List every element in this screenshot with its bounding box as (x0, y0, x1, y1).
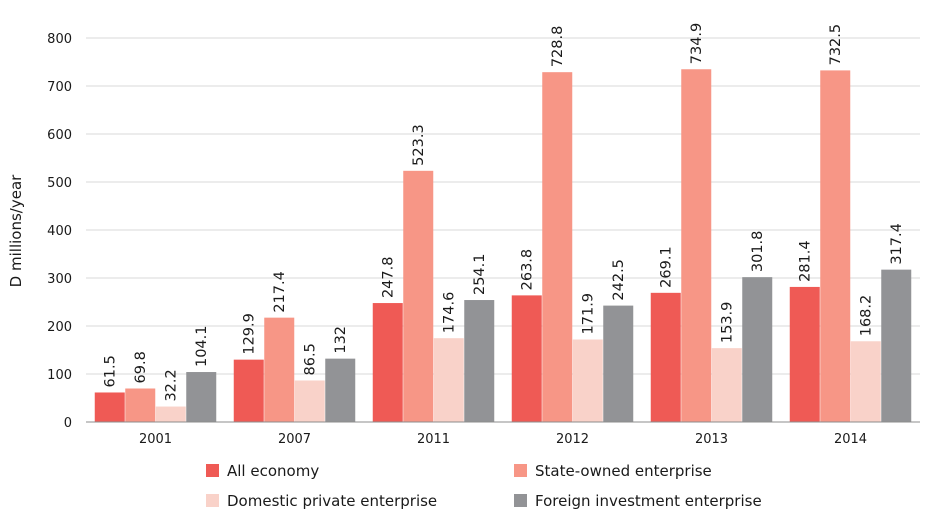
x-tick-label: 2014 (834, 432, 867, 447)
bar (850, 341, 881, 422)
legend-swatch (514, 494, 527, 507)
data-labels: 61.5 69.8 32.2 104.1 129.9 217.4 86.5 132 247.8 5… (103, 23, 906, 402)
bar (820, 70, 851, 423)
legend-label: All economy (227, 462, 319, 480)
data-label: 69.8 (133, 351, 149, 383)
data-label: 247.8 (381, 257, 397, 299)
x-tick-label: 2013 (695, 432, 728, 447)
bar (403, 170, 434, 422)
legend-item: Domestic private enterprise (206, 492, 437, 510)
y-axis-ticks: 0 100 200 300 400 500 600 700 800 (47, 32, 72, 431)
data-label: 269.1 (659, 246, 675, 288)
x-tick-label: 2001 (139, 432, 172, 447)
data-label: 728.8 (550, 26, 566, 68)
bar (325, 358, 356, 422)
y-tick-label: 300 (47, 272, 72, 287)
data-label: 263.8 (520, 249, 536, 291)
data-label: 104.1 (194, 326, 210, 368)
bar (464, 300, 495, 422)
x-tick-label: 2012 (556, 432, 589, 447)
data-label: 32.2 (164, 369, 180, 401)
x-tick-label: 2011 (417, 432, 450, 447)
data-label: 317.4 (889, 223, 905, 265)
legend-swatch (514, 464, 527, 477)
legend-label: State-owned enterprise (535, 462, 712, 480)
data-label: 168.2 (859, 295, 875, 337)
y-tick-label: 0 (64, 416, 72, 431)
legend-label: Domestic private enterprise (227, 492, 437, 510)
bar (433, 338, 464, 422)
bar (742, 277, 773, 422)
data-label: 523.3 (411, 124, 427, 166)
data-label: 153.9 (720, 302, 736, 344)
data-label: 61.5 (103, 355, 119, 387)
y-tick-label: 500 (47, 176, 72, 191)
legend-item: Foreign investment enterprise (514, 492, 762, 510)
bar (233, 359, 264, 422)
legend-label: Foreign investment enterprise (535, 492, 762, 510)
y-tick-label: 800 (47, 32, 72, 47)
bar (94, 392, 125, 422)
legend-swatch (206, 464, 219, 477)
bar (125, 388, 156, 422)
bar (881, 269, 912, 422)
data-label: 254.1 (472, 254, 488, 296)
y-tick-label: 700 (47, 80, 72, 95)
data-label: 301.8 (750, 231, 766, 273)
x-axis-ticks: 2001 2007 2011 2012 2013 2014 (139, 432, 867, 447)
y-tick-label: 100 (47, 368, 72, 383)
bar (542, 72, 573, 423)
data-label: 129.9 (242, 313, 258, 355)
bar (681, 69, 712, 423)
bar (650, 292, 681, 422)
data-label: 734.9 (689, 23, 705, 65)
data-label: 732.5 (828, 24, 844, 66)
legend-swatch (206, 494, 219, 507)
bar (711, 348, 742, 422)
y-tick-label: 600 (47, 128, 72, 143)
bar (372, 303, 403, 422)
x-tick-label: 2007 (278, 432, 311, 447)
y-tick-label: 200 (47, 320, 72, 335)
bar (789, 286, 820, 422)
gridlines (86, 37, 920, 375)
legend-item: All economy (206, 462, 319, 480)
bar (572, 339, 603, 422)
data-label: 174.6 (442, 292, 458, 334)
data-label: 281.4 (798, 240, 814, 282)
data-label: 171.9 (581, 293, 597, 335)
y-axis-label: D millions/year (7, 174, 25, 287)
bar (186, 372, 217, 422)
legend: All economy State-owned enterprise Domesti… (206, 462, 762, 510)
bar (294, 380, 325, 422)
y-tick-label: 400 (47, 224, 72, 239)
bars (94, 69, 912, 423)
data-label: 242.5 (611, 259, 627, 301)
bar (264, 317, 295, 422)
data-label: 86.5 (303, 343, 319, 375)
legend-item: State-owned enterprise (514, 462, 712, 480)
bar (155, 406, 186, 422)
data-label: 132 (333, 326, 349, 354)
bar (603, 305, 634, 422)
data-label: 217.4 (272, 271, 288, 313)
bar (511, 295, 542, 422)
